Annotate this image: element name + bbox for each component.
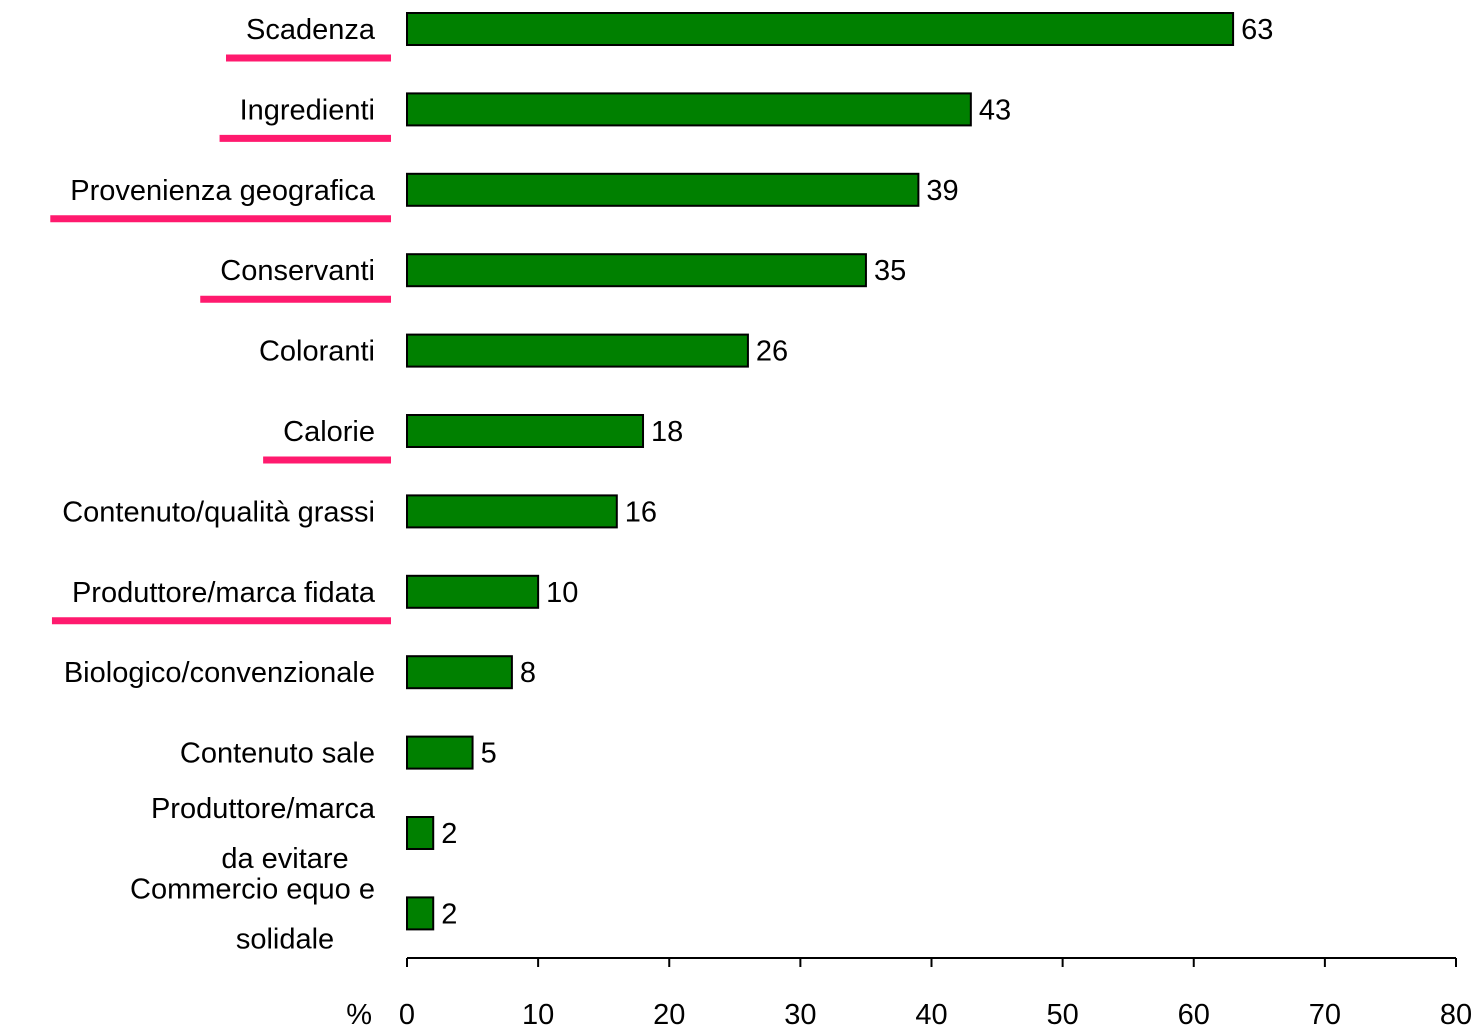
x-tick-label: 30 [784,999,816,1026]
value-label: 8 [520,657,536,689]
category-label: Scadenza [246,14,376,46]
value-label: 35 [874,255,906,287]
bar [406,494,618,529]
category-labels-group: Scadenza Ingredienti Provenienza geografic… [62,14,376,955]
x-tick-label: 0 [399,999,415,1026]
category-label: Calorie [283,416,375,448]
category-label: Commercio equo e solidale [130,873,375,955]
x-axis: 0 10 20 30 40 50 60 70 80% [346,957,1472,1031]
category-label: Biologico/convenzionale [64,657,375,689]
bars-group [406,12,1235,931]
x-tick-label: 50 [1046,999,1078,1026]
x-tick-label: 70 [1309,999,1341,1026]
category-label: Produttore/marca da evitare [151,793,376,875]
value-label: 39 [926,175,958,207]
value-label: 16 [625,496,657,528]
bar [406,735,474,770]
x-tick-label: 40 [915,999,947,1026]
value-label: 10 [546,577,578,609]
category-label: Produttore/marca fidata [72,577,376,609]
bar [406,414,645,448]
value-label: 2 [441,898,457,930]
bar [406,655,513,690]
bar [406,816,435,850]
value-label: 63 [1241,14,1273,46]
x-axis-label: % [346,999,372,1026]
value-label: 18 [651,416,683,448]
x-tick-label: 60 [1178,999,1210,1026]
x-tick-label: 80 [1440,999,1472,1026]
category-label: Provenienza geografica [70,175,376,207]
category-label: Coloranti [259,336,375,368]
bar [406,12,1235,46]
x-tick-label: 20 [653,999,685,1026]
value-label: 2 [441,818,457,850]
bar [406,574,540,609]
bar [406,92,972,127]
category-label: Contenuto sale [180,738,375,770]
value-label: 5 [481,738,497,770]
bar [406,896,435,931]
value-labels-group: 63 43 39 35 26 18 16 10 8 5 2 2 [441,14,1273,930]
category-label: Contenuto/qualità grassi [62,496,375,528]
value-label: 26 [756,336,788,368]
bar [406,253,867,288]
bar [406,172,920,207]
x-tick-label: 10 [522,999,554,1026]
category-label: Conservanti [220,255,375,287]
bar [406,333,749,368]
highlight-group [50,54,391,625]
category-label: Ingredienti [240,94,375,126]
value-label: 43 [979,94,1011,126]
